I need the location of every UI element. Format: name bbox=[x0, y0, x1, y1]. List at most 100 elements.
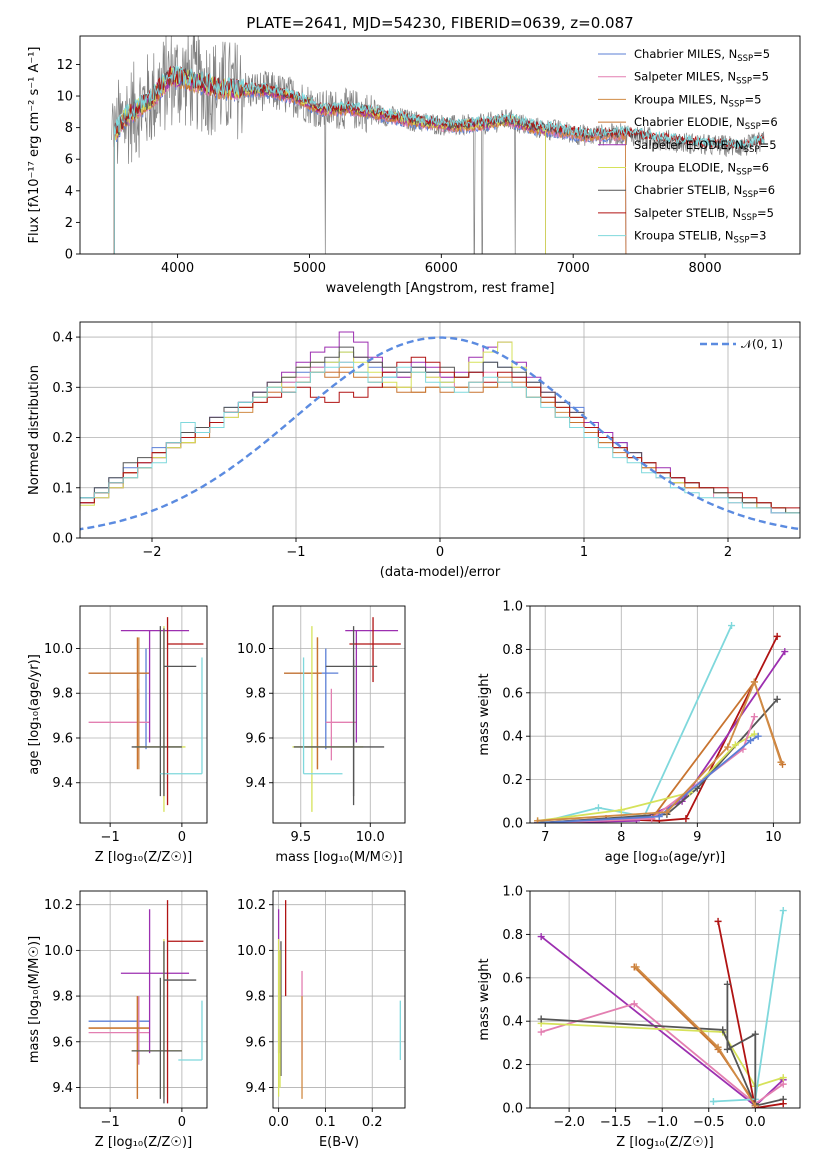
weight-marker bbox=[534, 817, 542, 823]
weight-marker bbox=[617, 806, 625, 814]
x-tick-label: 0 bbox=[436, 545, 444, 560]
weight-marker bbox=[709, 1097, 717, 1105]
y-tick-label: 9.8 bbox=[52, 687, 73, 702]
y-tick-label: 0.4 bbox=[502, 1015, 523, 1030]
point-chabrier-stelib bbox=[163, 941, 197, 1104]
plot-area bbox=[80, 331, 800, 531]
plot-area bbox=[277, 900, 401, 1099]
y-tick-label: 0.2 bbox=[502, 773, 523, 788]
weight-marker bbox=[731, 741, 739, 749]
x-axis-label: Z [log₁₀(Z/Z☉)] bbox=[95, 850, 192, 865]
weight-marker bbox=[723, 980, 731, 988]
x-tick-label: 7000 bbox=[557, 261, 590, 276]
point-kroupa-stelib bbox=[302, 657, 343, 775]
weight-marker bbox=[719, 1026, 727, 1034]
axes-frame bbox=[79, 890, 208, 1109]
x-tick-label: −1 bbox=[101, 830, 120, 845]
y-axis-label: mass [log₁₀(M/M☉)] bbox=[27, 936, 42, 1063]
y-tick-label: 0.0 bbox=[502, 817, 523, 832]
weight-marker bbox=[714, 917, 722, 925]
y-tick-label: 10.2 bbox=[237, 898, 266, 913]
spectrum-legend: Chabrier MILES, NSSP=5 Salpeter MILES, NS… bbox=[598, 47, 778, 246]
weight-line-kroupa-elodie bbox=[541, 1022, 784, 1088]
weight-marker bbox=[630, 1000, 638, 1008]
weight-marker bbox=[779, 1080, 787, 1088]
weight-marker bbox=[537, 1028, 545, 1036]
x-tick-label: 0.2 bbox=[362, 1115, 383, 1130]
weight-marker bbox=[594, 804, 602, 812]
weight-marker bbox=[723, 1045, 731, 1053]
panel-weight-vs-Z: −2.0 −1.5 −1.0 −0.5 0.0 0.0 0.2 0.4 0.6 0.8 1.0 Z [… bbox=[477, 885, 801, 1150]
y-tick-label: 0.4 bbox=[502, 730, 523, 745]
x-axis-label: wavelength [Angstrom, rest frame] bbox=[326, 281, 555, 296]
y-tick-label: 8 bbox=[65, 121, 73, 136]
plot-area bbox=[537, 907, 787, 1108]
x-tick-label: −2 bbox=[142, 545, 161, 560]
legend-entry: Salpeter STELIB, NSSP=5 bbox=[634, 206, 774, 223]
y-tick-label: 0.3 bbox=[52, 381, 73, 396]
y-tick-label: 9.4 bbox=[245, 1081, 266, 1096]
x-tick-label: 8 bbox=[617, 830, 625, 845]
legend-entry: Kroupa MILES, NSSP=5 bbox=[634, 92, 761, 109]
panel-residuals: −2 −1 0 1 2 0.0 0.1 0.2 0.3 0.4 (data-model)/error… bbox=[27, 321, 801, 580]
weight-marker bbox=[537, 1015, 545, 1023]
panel-mass-vs-Z: −1 0 9.4 9.6 9.8 10.0 10.2 Z [log₁₀(Z/Z☉)] mass … bbox=[27, 890, 208, 1150]
y-tick-label: 0.4 bbox=[52, 331, 73, 346]
x-tick-label: 6000 bbox=[425, 261, 458, 276]
x-tick-label: 9.5 bbox=[290, 830, 311, 845]
y-tick-label: 0 bbox=[65, 248, 73, 263]
y-tick-label: 9.6 bbox=[52, 731, 73, 746]
y-tick-label: 9.8 bbox=[245, 990, 266, 1005]
y-tick-label: 9.4 bbox=[245, 776, 266, 791]
y-tick-label: 9.4 bbox=[52, 776, 73, 791]
y-tick-label: 0.0 bbox=[502, 1102, 523, 1117]
y-tick-label: 10.0 bbox=[237, 642, 266, 657]
y-tick-label: 10 bbox=[56, 90, 73, 105]
axes-frame bbox=[529, 890, 801, 1109]
point-chabrier-stelib bbox=[131, 626, 182, 797]
histogram-salpeter-stelib bbox=[80, 356, 800, 514]
point-salpeter-stelib bbox=[349, 617, 401, 683]
point-kroupa-stelib bbox=[160, 657, 203, 775]
weight-line-salpeter-stelib bbox=[717, 921, 784, 1108]
weight-marker bbox=[655, 812, 663, 820]
point-salpeter-miles bbox=[88, 996, 150, 1065]
x-tick-label: 0.0 bbox=[268, 1115, 289, 1130]
panel-age-vs-mass: 9.5 10.0 9.4 9.6 9.8 10.0 mass [log₁₀(M/M☉)] bbox=[237, 605, 406, 865]
panel-spectrum: 4000 5000 6000 7000 8000 0 2 4 6 8 10 12 wavelength … bbox=[27, 35, 801, 296]
y-axis-label: mass weight bbox=[477, 673, 492, 755]
x-tick-label: 0.1 bbox=[315, 1115, 336, 1130]
y-tick-label: 9.6 bbox=[245, 731, 266, 746]
plot-area bbox=[88, 617, 204, 812]
x-tick-label: 5000 bbox=[293, 261, 326, 276]
weight-marker bbox=[750, 713, 758, 721]
weight-marker bbox=[724, 743, 732, 751]
x-tick-label: 8000 bbox=[689, 261, 722, 276]
legend-entry-normal: 𝒩(0, 1) bbox=[741, 337, 783, 351]
y-axis-label: mass weight bbox=[477, 958, 492, 1040]
weight-marker bbox=[714, 1043, 722, 1051]
weight-marker bbox=[754, 732, 762, 740]
x-tick-label: 7 bbox=[541, 830, 549, 845]
axes-frame bbox=[79, 605, 208, 824]
y-tick-label: 0.0 bbox=[52, 532, 73, 547]
model-line-salpeter-stelib bbox=[113, 65, 765, 254]
weight-marker bbox=[750, 678, 758, 686]
y-tick-label: 10.0 bbox=[237, 944, 266, 959]
legend-entry: Salpeter MILES, NSSP=5 bbox=[634, 70, 769, 87]
panel-weight-vs-age: 7 8 9 10 0.0 0.2 0.4 0.6 0.8 1.0 age [log₁₀(age/yr… bbox=[477, 600, 801, 865]
y-tick-label: 0.8 bbox=[502, 928, 523, 943]
x-tick-label: 0 bbox=[178, 830, 186, 845]
histogram-kroupa-stelib bbox=[80, 361, 800, 519]
plot-area bbox=[88, 900, 204, 1104]
weight-marker bbox=[779, 907, 787, 915]
y-axis-label: Flux [fλ10⁻¹⁷ erg cm⁻² s⁻¹ A⁻¹] bbox=[27, 47, 42, 244]
plot-area bbox=[284, 617, 401, 812]
y-tick-label: 0.6 bbox=[502, 686, 523, 701]
legend-entry: Salpeter ELODIE, NSSP=5 bbox=[634, 138, 777, 155]
x-axis-label: E(B-V) bbox=[319, 1135, 359, 1150]
weight-line-chabrier-miles bbox=[537, 735, 759, 823]
weight-marker bbox=[773, 695, 781, 703]
y-tick-label: 9.4 bbox=[52, 1081, 73, 1096]
